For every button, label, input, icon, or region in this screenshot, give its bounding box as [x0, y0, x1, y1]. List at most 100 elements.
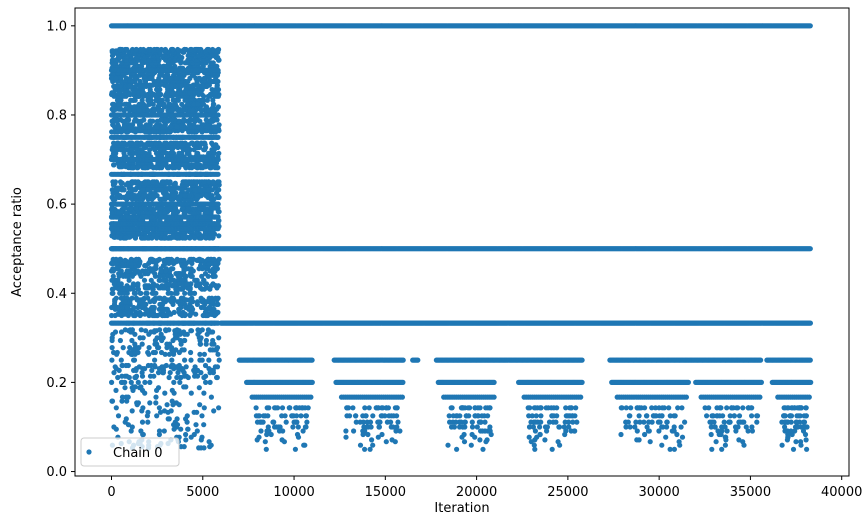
data-point [193, 179, 199, 185]
data-point [147, 90, 153, 96]
data-point [162, 235, 168, 241]
data-point [163, 268, 169, 274]
data-point [132, 97, 138, 103]
data-point [198, 193, 204, 199]
data-point [209, 196, 215, 202]
data-point [210, 97, 216, 103]
data-point [212, 312, 218, 319]
data-point [158, 268, 164, 274]
data-point [143, 285, 149, 291]
data-point [114, 187, 120, 193]
data-point [201, 422, 207, 428]
data-point [161, 273, 167, 279]
data-point [150, 179, 156, 185]
data-point [109, 379, 115, 385]
data-point [123, 147, 129, 153]
data-point [165, 107, 171, 114]
data-point [203, 379, 209, 385]
data-point [179, 312, 185, 319]
data-point [138, 273, 144, 279]
data-point [174, 422, 181, 428]
data-point [126, 90, 132, 96]
data-point [212, 90, 218, 96]
data-point [112, 124, 118, 130]
data-point [206, 75, 212, 81]
data-point [156, 277, 162, 283]
data-point [147, 205, 153, 211]
data-point [157, 97, 163, 103]
data-point [157, 295, 163, 301]
data-point [203, 235, 209, 241]
data-point [170, 402, 176, 408]
data-point [127, 107, 133, 114]
data-point [165, 416, 171, 422]
data-point [132, 193, 138, 199]
data-point [139, 147, 145, 153]
data-point [109, 205, 115, 211]
data-point [109, 90, 115, 96]
data-point [152, 357, 158, 363]
data-point [185, 426, 191, 432]
data-point [135, 179, 141, 185]
data-point [166, 281, 172, 287]
data-point [188, 273, 194, 279]
data-point [110, 273, 116, 279]
data-point [133, 367, 139, 373]
data-point [129, 408, 135, 414]
data-point [210, 273, 216, 279]
data-point [176, 362, 182, 369]
data-point [215, 214, 221, 220]
data-point [181, 444, 187, 450]
data-point [211, 408, 217, 414]
data-point [116, 367, 122, 373]
data-point [183, 431, 189, 438]
data-point [126, 374, 132, 381]
data-point [129, 273, 135, 279]
data-point [194, 299, 201, 305]
data-point [168, 83, 174, 89]
data-point [200, 83, 206, 89]
data-point [113, 426, 119, 432]
data-point [113, 256, 119, 262]
data-point [201, 445, 207, 451]
data-point [157, 327, 163, 333]
data-point [214, 364, 221, 370]
data-point [118, 268, 124, 274]
data-point [115, 124, 122, 130]
data-point [159, 165, 165, 171]
data-point [137, 335, 143, 341]
data-point [137, 290, 143, 296]
data-point [191, 206, 197, 213]
data-point [207, 165, 213, 171]
data-point [174, 290, 180, 296]
data-point [118, 379, 125, 385]
data-point [188, 349, 194, 356]
data-point [210, 205, 216, 211]
data-point [125, 193, 131, 199]
data-point [155, 385, 162, 391]
data-point [179, 187, 185, 193]
data-point [211, 256, 217, 262]
data-point [194, 140, 201, 146]
data-point [135, 379, 141, 385]
data-point [131, 357, 137, 363]
data-point [168, 75, 174, 81]
data-point [197, 351, 203, 357]
data-point [163, 187, 169, 193]
data-point [208, 394, 214, 400]
data-point [133, 140, 140, 146]
data-point [191, 367, 197, 373]
data-point [113, 387, 119, 393]
data-point [117, 164, 124, 170]
data-point [138, 384, 144, 390]
data-point [203, 117, 209, 123]
data-point [176, 349, 182, 356]
data-point [179, 257, 185, 263]
data-point [206, 46, 212, 53]
data-point [142, 263, 148, 269]
data-point [119, 93, 125, 99]
data-point [164, 179, 170, 185]
data-point [164, 97, 170, 103]
data-point [215, 112, 221, 118]
data-point [166, 256, 172, 262]
